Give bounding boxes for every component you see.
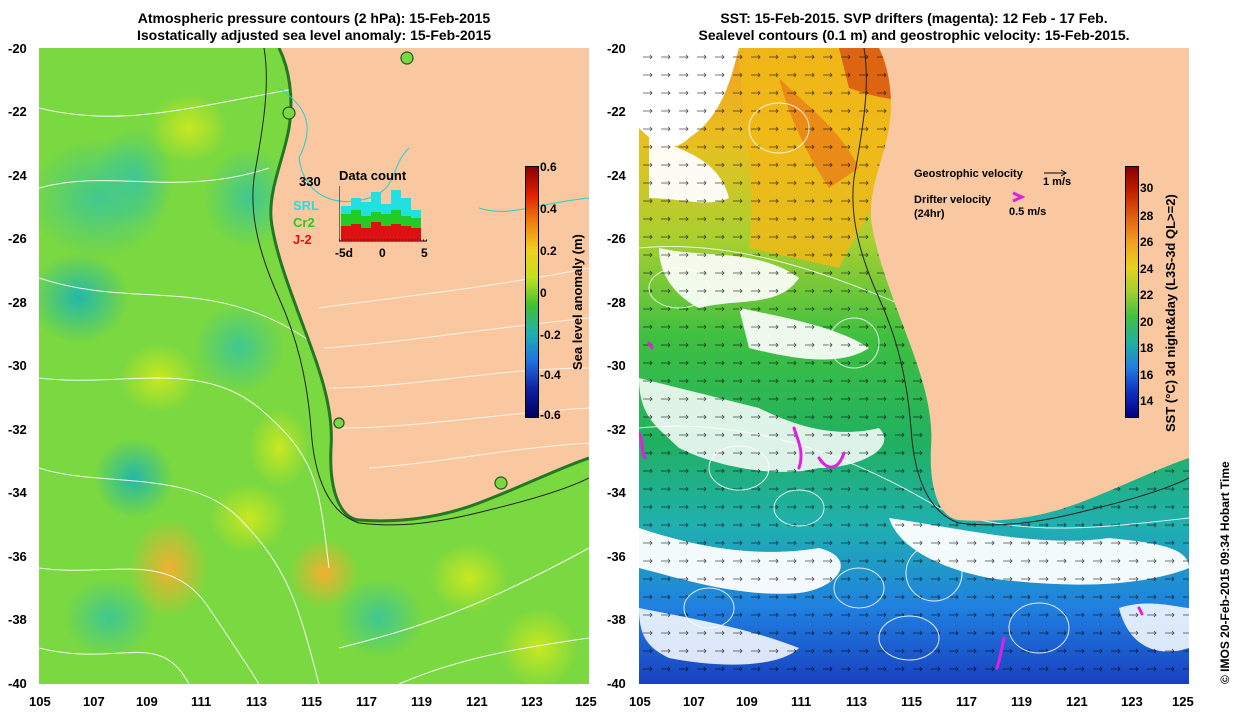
data-count-series-2: J-2 bbox=[293, 232, 312, 247]
left-lat-tick-4: -28 bbox=[8, 295, 27, 310]
data-count-series-1: Cr2 bbox=[293, 215, 315, 230]
drifter-legend-sub: (24hr) bbox=[914, 208, 945, 220]
right-title-line1: SST: 15-Feb-2015. SVP drifters (magenta)… bbox=[720, 10, 1108, 26]
sla-cbar-tick-5: -0.4 bbox=[540, 368, 561, 382]
right-lon-tick-3: 111 bbox=[791, 694, 812, 709]
right-lat-tick-7: -34 bbox=[607, 485, 626, 500]
sla-cbar-tick-6: -0.6 bbox=[540, 408, 561, 422]
left-lon-tick-3: 111 bbox=[191, 694, 212, 709]
geostrophic-scale-arrow bbox=[1044, 169, 1067, 177]
sst-colorbar-label: SST (°C) 3d night&day (L3S-3d QL>=2) bbox=[1163, 194, 1178, 432]
sst-cbar-tick-3: 24 bbox=[1140, 262, 1154, 276]
sla-colorbar bbox=[525, 166, 539, 418]
drifter-scale-arrow bbox=[1012, 191, 1025, 203]
sla-cbar-tick-4: -0.2 bbox=[540, 328, 561, 342]
left-lon-tick-4: 113 bbox=[246, 694, 267, 709]
right-lon-tick-5: 115 bbox=[901, 694, 922, 709]
left-lat-tick-6: -32 bbox=[8, 422, 27, 437]
sst-cbar-tick-8: 14 bbox=[1140, 394, 1154, 408]
right-lat-tick-5: -30 bbox=[607, 358, 626, 373]
sla-cbar-tick-1: 0.4 bbox=[540, 202, 557, 216]
right-lat-tick-9: -38 bbox=[607, 612, 626, 627]
left-lon-tick-10: 125 bbox=[575, 694, 597, 709]
data-count-xtick-0: -5d bbox=[335, 246, 353, 260]
left-lat-tick-0: -20 bbox=[8, 41, 27, 56]
left-lat-tick-3: -26 bbox=[8, 231, 27, 246]
data-count-title: Data count bbox=[339, 168, 407, 183]
left-lon-tick-2: 109 bbox=[136, 694, 158, 709]
data-count-series-0: SRL bbox=[293, 198, 319, 213]
right-lat-tick-10: -40 bbox=[607, 676, 626, 691]
left-lon-tick-5: 115 bbox=[301, 694, 322, 709]
right-lon-tick-10: 125 bbox=[1172, 694, 1194, 709]
sst-map: Geostrophic velocity 1 m/s Drifter veloc… bbox=[639, 48, 1189, 684]
data-count-inset: 330 Data count SRL Cr2 J-2 -5d 0 5 bbox=[293, 168, 443, 268]
data-count-xtick-1: 0 bbox=[379, 246, 386, 260]
left-lon-tick-6: 117 bbox=[356, 694, 377, 709]
left-lat-tick-7: -34 bbox=[8, 485, 27, 500]
right-lat-tick-2: -24 bbox=[607, 168, 626, 183]
left-lon-tick-9: 123 bbox=[521, 694, 543, 709]
right-lon-tick-8: 121 bbox=[1066, 694, 1088, 709]
geostrophic-legend-label: Geostrophic velocity bbox=[914, 168, 1023, 180]
right-lon-tick-6: 117 bbox=[956, 694, 977, 709]
left-title-line2: Isostatically adjusted sea level anomaly… bbox=[136, 27, 492, 43]
right-lon-tick-2: 109 bbox=[736, 694, 758, 709]
sst-cbar-tick-1: 28 bbox=[1140, 209, 1154, 223]
left-lat-tick-10: -40 bbox=[8, 676, 27, 691]
right-lat-tick-3: -26 bbox=[607, 231, 626, 246]
sla-colorbar-label: Sea level anomaly (m) bbox=[570, 234, 585, 370]
right-lat-tick-0: -20 bbox=[607, 41, 626, 56]
data-count-xtick-2: 5 bbox=[421, 246, 428, 260]
sla-cbar-tick-0: 0.6 bbox=[540, 160, 557, 174]
right-lat-tick-1: -22 bbox=[607, 104, 626, 119]
sst-colorbar bbox=[1125, 166, 1139, 418]
left-lat-tick-8: -36 bbox=[8, 549, 27, 564]
imos-credit: © IMOS 20-Feb-2015 09:34 Hobart Time bbox=[1218, 461, 1232, 684]
sst-cbar-tick-6: 18 bbox=[1140, 341, 1154, 355]
sst-cbar-tick-0: 30 bbox=[1140, 181, 1154, 195]
sla-cbar-tick-3: 0 bbox=[540, 286, 547, 300]
left-lon-tick-1: 107 bbox=[83, 694, 105, 709]
sst-cbar-tick-5: 20 bbox=[1140, 315, 1154, 329]
right-lon-tick-9: 123 bbox=[1121, 694, 1143, 709]
right-title-line2: Sealevel contours (0.1 m) and geostrophi… bbox=[698, 27, 1130, 43]
right-lat-tick-6: -32 bbox=[607, 422, 626, 437]
left-lat-tick-9: -38 bbox=[8, 612, 27, 627]
right-lat-tick-4: -28 bbox=[607, 295, 626, 310]
right-lon-tick-4: 113 bbox=[846, 694, 867, 709]
left-title-line1: Atmospheric pressure contours (2 hPa): 1… bbox=[137, 10, 491, 26]
left-lat-tick-2: -24 bbox=[8, 168, 27, 183]
left-lon-tick-8: 121 bbox=[466, 694, 488, 709]
right-lon-tick-0: 105 bbox=[629, 694, 651, 709]
sst-cbar-tick-2: 26 bbox=[1140, 235, 1154, 249]
right-lon-tick-1: 107 bbox=[683, 694, 705, 709]
left-lon-tick-0: 105 bbox=[29, 694, 51, 709]
right-lon-tick-7: 119 bbox=[1011, 694, 1032, 709]
left-lat-tick-1: -22 bbox=[8, 104, 27, 119]
drifter-scale-label: 0.5 m/s bbox=[1009, 206, 1047, 218]
sla-cbar-tick-2: 0.2 bbox=[540, 244, 557, 258]
sea-level-anomaly-map: 330 Data count SRL Cr2 J-2 -5d 0 5 bbox=[39, 48, 589, 684]
left-lon-tick-7: 119 bbox=[411, 694, 432, 709]
data-count-bars bbox=[339, 186, 427, 242]
geostrophic-scale-label: 1 m/s bbox=[1043, 176, 1072, 188]
sst-cbar-tick-4: 22 bbox=[1140, 288, 1154, 302]
left-lat-tick-5: -30 bbox=[8, 358, 27, 373]
sst-cbar-tick-7: 16 bbox=[1140, 368, 1154, 382]
right-lat-tick-8: -36 bbox=[607, 549, 626, 564]
data-count-max: 330 bbox=[299, 174, 321, 189]
drifter-legend-label: Drifter velocity bbox=[914, 194, 992, 206]
